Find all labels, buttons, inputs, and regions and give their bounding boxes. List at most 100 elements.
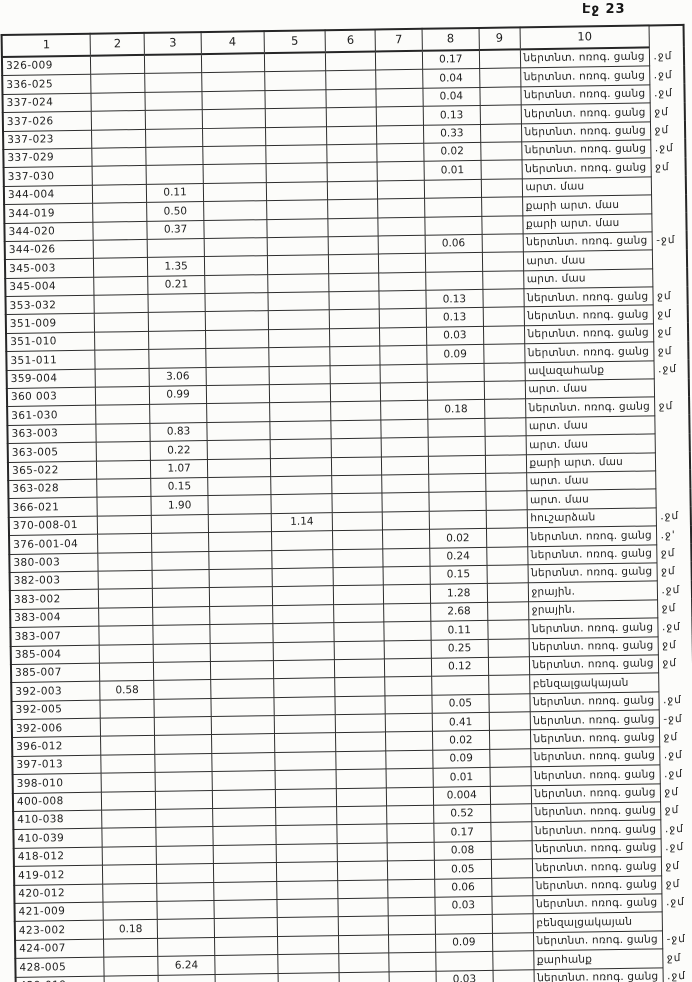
empty-cell (203, 163, 266, 184)
empty-cell (424, 215, 482, 236)
description-cell: ներտնտ. ոռոգ. ցանց (529, 709, 660, 731)
empty-cell (267, 255, 330, 275)
empty-cell (209, 623, 273, 644)
description-cell: հուշարձան (526, 507, 657, 528)
empty-cell (386, 786, 434, 806)
empty-cell (277, 935, 340, 955)
empty-cell (104, 956, 159, 976)
parcel-code-cell: 336-025 (2, 74, 92, 95)
parcel-code-cell: 353-032 (5, 295, 95, 315)
empty-cell (480, 160, 522, 180)
empty-cell (375, 50, 423, 71)
empty-cell (385, 750, 433, 770)
empty-cell (211, 734, 275, 754)
empty-cell (335, 695, 386, 715)
empty-cell (378, 253, 426, 273)
empty-cell (92, 165, 147, 185)
margin-mark: ջմ (657, 326, 673, 339)
empty-cell (274, 769, 337, 790)
value-cell: 0.21 (147, 275, 205, 295)
margin-mark: ջմ (658, 399, 674, 413)
empty-cell (272, 622, 335, 643)
empty-cell (337, 861, 388, 881)
margin-mark: ջմ (661, 565, 676, 578)
value-cell: 0.37 (147, 220, 205, 240)
empty-cell (277, 972, 340, 982)
empty-cell (427, 381, 485, 401)
empty-cell (93, 239, 148, 259)
empty-cell (92, 184, 147, 204)
empty-cell (203, 200, 267, 221)
parcel-code-cell: 392-003 (11, 681, 101, 702)
empty-cell (388, 915, 436, 935)
empty-cell (97, 496, 152, 516)
description-cell: ներտնտ. ոռոգ. ցանց (532, 930, 664, 951)
empty-cell (212, 770, 275, 791)
margin-mark: .ջմ (661, 583, 681, 597)
empty-cell (156, 863, 214, 883)
margin-mark: -ջմ (656, 234, 676, 247)
empty-cell (102, 827, 157, 847)
empty-cell (335, 713, 386, 734)
empty-cell (266, 199, 329, 220)
margin-mark: .ջմ (664, 767, 684, 780)
empty-cell (479, 68, 521, 88)
empty-cell (326, 88, 377, 108)
parcel-code-cell: 337-026 (2, 111, 92, 132)
empty-cell (100, 735, 155, 755)
empty-cell (376, 106, 424, 126)
empty-cell (479, 86, 521, 106)
description-cell: ներտնտ. ոռոգ. ցանց (528, 654, 660, 676)
description-cell: ներտնտ. ոռոգ. ցանց (523, 323, 655, 345)
empty-cell (273, 714, 336, 735)
empty-cell (90, 54, 145, 75)
parcel-code-cell: 370-008-01 (8, 515, 98, 536)
empty-cell (206, 384, 270, 404)
empty-cell (338, 897, 389, 917)
empty-cell (333, 603, 384, 623)
value-cell: 0.03 (426, 326, 484, 346)
margin-mark (653, 268, 687, 287)
empty-cell (271, 549, 334, 569)
empty-cell (426, 363, 484, 383)
empty-cell (486, 583, 529, 603)
empty-cell (214, 917, 278, 938)
value-cell: 0.22 (150, 440, 208, 460)
empty-cell (435, 951, 493, 971)
value-cell: 0.09 (432, 749, 490, 769)
value-cell: 0.11 (146, 183, 204, 203)
empty-cell (94, 312, 149, 333)
empty-cell (381, 474, 429, 494)
empty-cell (338, 916, 389, 936)
empty-cell (489, 767, 531, 787)
empty-cell (480, 141, 522, 161)
parcel-code-cell: 337-029 (3, 148, 93, 168)
empty-cell (327, 162, 378, 182)
margin-mark: ջմ (655, 160, 670, 174)
empty-cell (274, 751, 337, 771)
description-cell: քարի արտ. մաս (522, 195, 653, 216)
description-cell: արտ. մաս (522, 250, 654, 271)
parcel-code-cell: 400-008 (12, 791, 102, 812)
empty-cell (211, 752, 275, 772)
empty-cell (101, 772, 156, 792)
empty-cell (380, 382, 428, 402)
empty-cell (148, 312, 206, 332)
column-header: 8 (421, 27, 480, 51)
empty-cell (98, 607, 154, 627)
margin-mark (656, 489, 690, 508)
empty-cell (264, 52, 327, 73)
empty-cell (95, 404, 151, 424)
margin-mark (652, 195, 686, 214)
empty-cell (380, 363, 428, 383)
empty-cell (154, 716, 212, 736)
empty-cell (201, 90, 265, 110)
empty-cell (327, 143, 378, 164)
parcel-code-cell: 363-005 (7, 442, 97, 463)
value-cell: 0.13 (425, 289, 483, 309)
value-cell: 0.05 (431, 694, 489, 714)
empty-cell (330, 346, 381, 366)
value-cell: 0.06 (434, 877, 492, 898)
value-cell: 0.83 (150, 422, 208, 442)
empty-cell (382, 547, 430, 567)
